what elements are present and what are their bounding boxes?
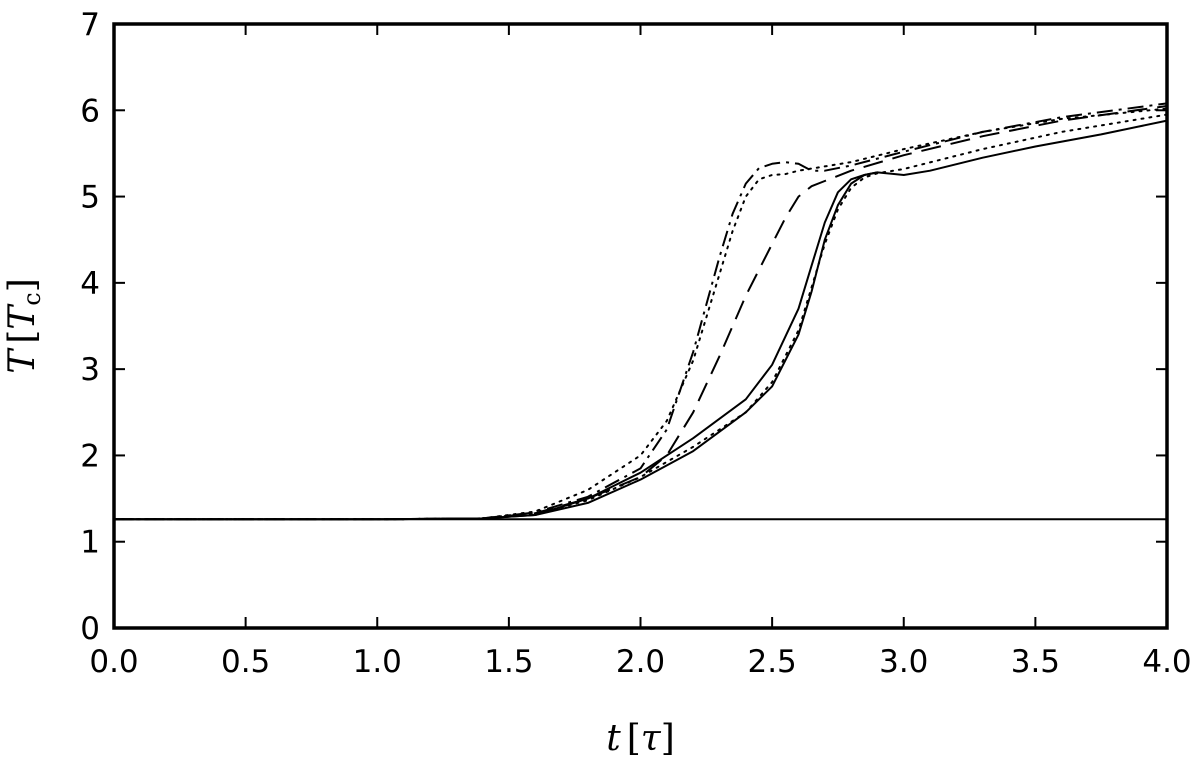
y-tick-label: 5 (80, 180, 100, 216)
y-tick-label: 6 (80, 93, 100, 129)
x-tick-label: 0.5 (221, 644, 270, 680)
x-tick-label: 0.0 (89, 644, 138, 680)
y-axis-label: T[Tc] (2, 278, 46, 374)
x-tick-label: 4.0 (1142, 644, 1191, 680)
plot-frame (112, 22, 1169, 630)
y-tick-label: 3 (80, 352, 100, 388)
series-layer (113, 102, 1168, 521)
y-tick-label: 1 (80, 525, 100, 561)
y-tick-label: 4 (80, 266, 100, 302)
x-tick-label: 2.0 (616, 644, 665, 680)
series-line-4 (113, 113, 1168, 521)
y-tick-label: 0 (80, 611, 100, 647)
x-tick-label: 2.5 (747, 644, 796, 680)
x-tick-label: 1.0 (353, 644, 402, 680)
y-tick-label: 7 (80, 7, 100, 43)
series-line-6 (114, 105, 1168, 521)
x-axis-label: t [τ] (606, 718, 674, 759)
y-tick-label: 2 (80, 438, 100, 474)
x-tick-label: 3.5 (1011, 644, 1060, 680)
x-tick-label: 1.5 (484, 644, 533, 680)
x-tick-label: 3.0 (879, 644, 928, 680)
tick-label-layer: 0.0 0.5 1.0 1.5 2.0 2.5 3.0 3.5 4.0 0 1 2 3 4 5 6 7 (80, 7, 1191, 680)
tick-layer (113, 23, 1168, 629)
series-line-2 (114, 119, 1168, 521)
series-line-3 (114, 171, 878, 521)
series-line-7 (114, 102, 1168, 521)
series-line-5 (113, 107, 1168, 521)
